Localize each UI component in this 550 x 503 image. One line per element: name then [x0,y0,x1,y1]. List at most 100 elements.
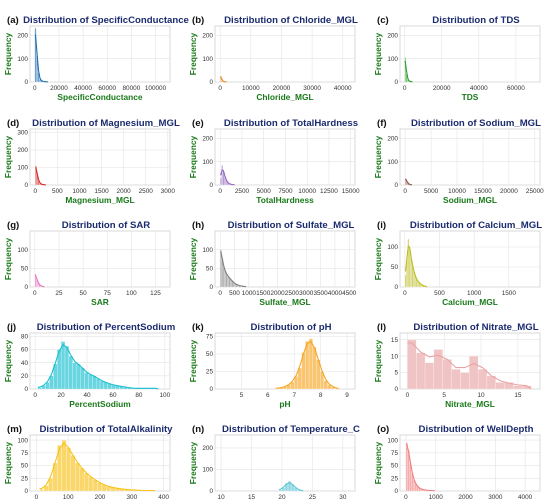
y-tick-label: 0 [209,488,213,495]
x-tick-label: 1000 [429,494,444,501]
y-tick-label: 100 [202,467,213,474]
y-tick-label: 0 [209,386,213,393]
panel-label: (i) [377,220,386,231]
x-tick-label: 40000 [74,85,92,92]
x-tick-label: 6 [266,392,270,399]
histogram-bar [442,359,452,390]
x-axis-label: Magnesium_MGL [65,195,134,205]
x-tick-label: 0 [35,494,39,501]
chart-panel-6: (f) Distribution of Sodium_MGL 0 5000 10000 1… [373,118,544,205]
histogram-bar [308,338,313,390]
chart-title: Distribution of PercentSodium [37,322,176,333]
histogram-bar [72,362,77,390]
panel-label: (a) [7,15,19,26]
panel-label: (j) [7,322,16,333]
x-tick-label: 4000 [518,494,533,501]
y-tick-label: 0 [24,386,28,393]
plot-area [399,230,541,288]
x-tick-label: 40 [83,392,91,399]
density-curve [405,178,413,186]
x-tick-label: 25 [55,290,63,297]
x-tick-label: 100000 [145,85,167,92]
y-tick-label: 75 [391,450,399,457]
x-tick-label: 0 [406,392,410,399]
chart-title: Distribution of Nitrate_MGL [413,322,538,333]
x-axis-label: WellDepth [450,501,491,503]
y-tick-label: 40 [21,360,29,367]
chart-panel-3: (c) Distribution of TDS 0 20000 40000 60000 0 1… [373,15,541,102]
x-tick-label: 15000 [474,188,492,195]
y-tick-label: 80 [21,333,29,340]
density-curve [407,342,532,390]
histogram-bar [92,479,98,492]
histogram-bar [95,378,101,390]
x-tick-label: 60 [109,392,117,399]
x-tick-label: 400 [158,494,169,501]
chart-title: Distribution of Temperature_C [222,424,360,435]
density-curve [405,444,435,492]
x-tick-label: 3500 [313,290,328,297]
chart-title: Distribution of Magnesium_MGL [32,118,180,129]
chart-panel-7: (g) Distribution of SAR 0 25 50 75 100 125 0 50 10… [3,220,171,307]
x-tick-label: 3000 [299,290,314,297]
panel-label: (e) [192,118,204,129]
histogram-bar [407,339,417,390]
x-tick-label: 5000 [424,188,439,195]
chart-title: Distribution of Calcium_MGL [410,220,542,231]
plot-area [214,230,356,288]
x-tick-label: 60000 [98,85,116,92]
histogram-bar [224,271,227,288]
x-tick-label: 1500 [256,290,271,297]
y-tick-label: 0 [394,79,398,86]
x-tick-label: 15000 [342,188,360,195]
x-tick-label: 30000 [303,85,321,92]
x-axis-label: TotalHardness [256,195,314,205]
x-tick-label: 500 [434,290,445,297]
x-tick-label: 2500 [235,188,250,195]
y-tick-label: 100 [17,165,28,172]
x-tick-label: 4500 [342,290,357,297]
x-tick-label: 10 [477,392,485,399]
x-tick-label: 60000 [507,85,525,92]
x-axis-label: TDS [462,92,479,102]
chart-title: Distribution of Chloride_MGL [224,15,358,26]
density-curve [220,168,235,186]
y-tick-label: 25 [391,475,399,482]
y-axis-label: Frequency [3,135,13,178]
x-tick-label: 0 [403,85,407,92]
x-tick-label: 500 [52,188,63,195]
y-tick-label: 0 [209,79,213,86]
y-axis-label: Frequency [188,32,198,75]
chart-title: Distribution of Sodium_MGL [411,118,541,129]
chart-panel-2: (b) Distribution of Chloride_MGL 0 10000 200… [188,15,358,102]
density-curve [34,274,45,288]
x-tick-label: 1000 [242,290,257,297]
y-tick-label: 200 [202,445,213,452]
y-axis-label: Frequency [373,237,383,280]
x-tick-label: 30 [339,494,347,501]
x-tick-label: 8 [319,392,323,399]
x-tick-label: 1000 [467,290,482,297]
density-curve [404,61,413,83]
panel-label: (g) [7,220,19,231]
x-tick-label: 0 [218,85,222,92]
chart-title: Distribution of WellDepth [419,424,534,435]
y-tick-label: 0 [209,284,213,291]
panel-label: (d) [7,118,19,129]
y-tick-label: 100 [17,56,28,63]
histogram-bar [37,387,42,390]
histogram-bar [278,489,283,492]
x-tick-label: 15 [248,494,256,501]
x-tick-label: 75 [104,290,112,297]
density-curve [220,251,247,288]
y-axis-label: Frequency [3,339,13,382]
histogram-bar [405,178,407,186]
y-tick-label: 20 [21,373,29,380]
x-axis-label: SAR [91,297,109,307]
y-tick-label: 200 [202,136,213,143]
y-tick-label: 100 [17,247,28,254]
histogram-bar [297,367,302,390]
x-tick-label: 0 [403,188,407,195]
histogram-bar [99,380,105,390]
